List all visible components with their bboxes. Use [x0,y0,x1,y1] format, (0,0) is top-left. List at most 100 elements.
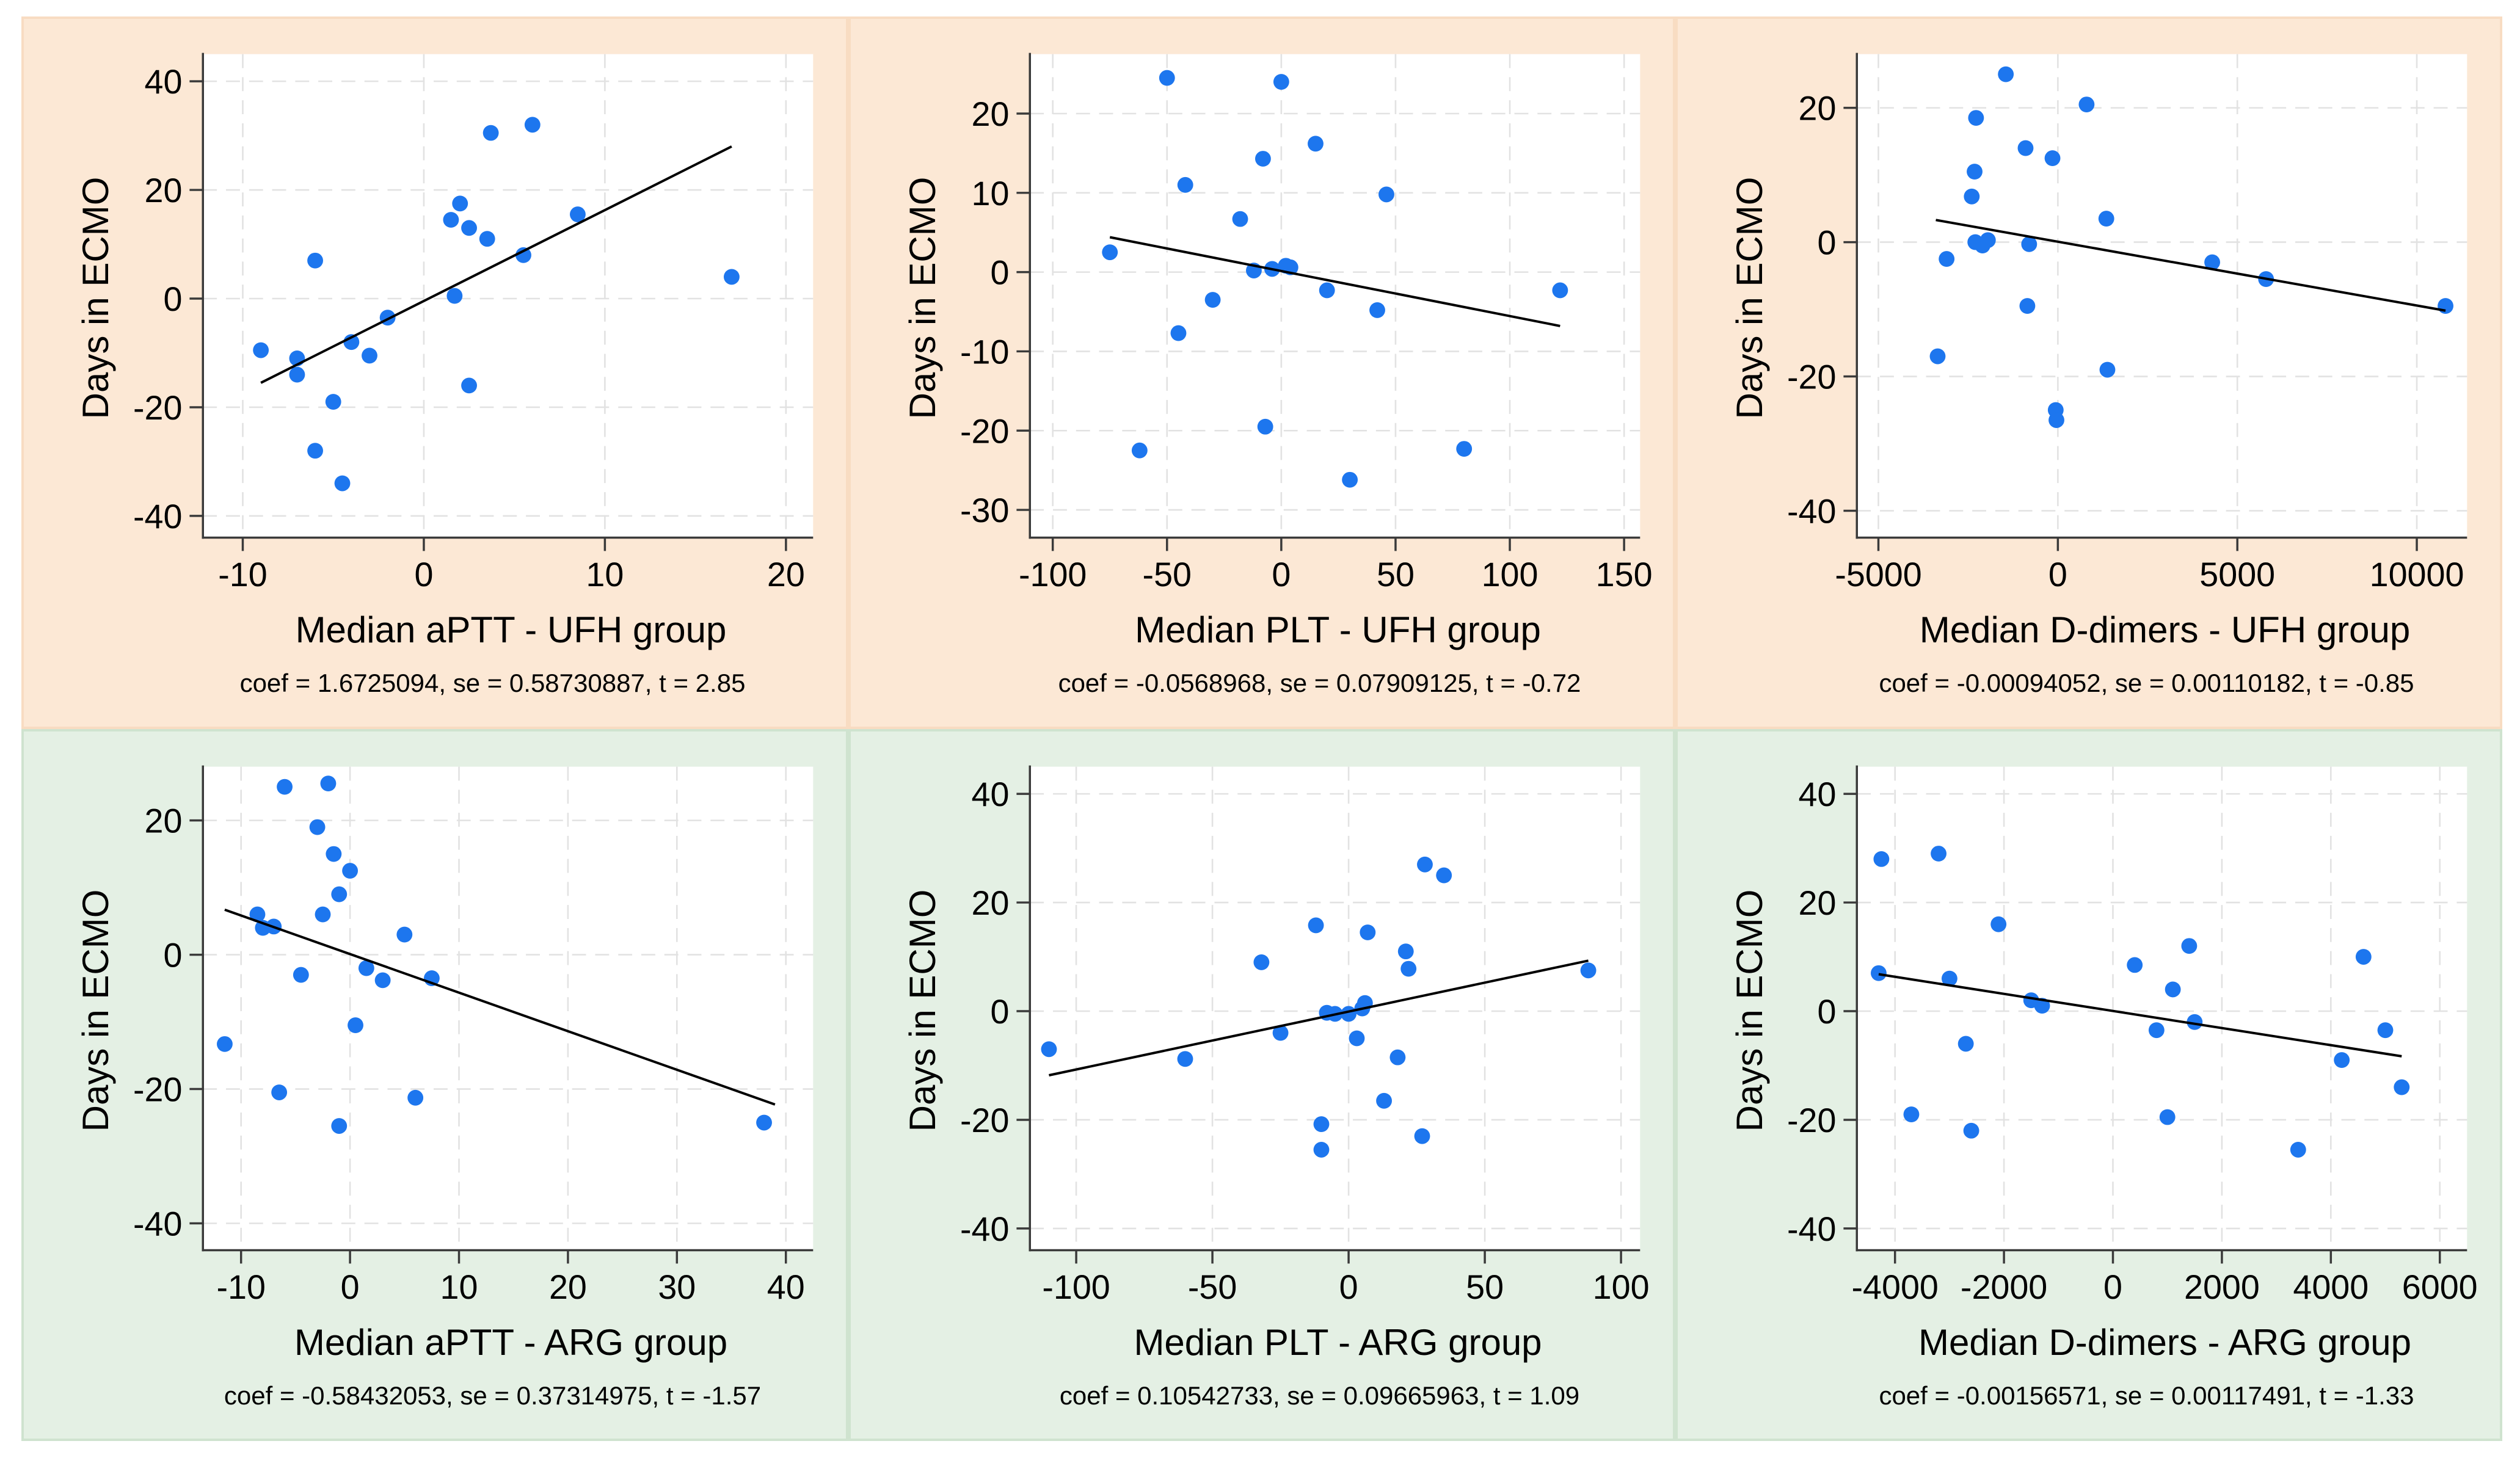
x-tick-label: 100 [1482,556,1539,594]
x-axis-title: Median PLT - UFH group [1135,609,1541,650]
x-tick-label: 6000 [2402,1268,2478,1305]
data-point [1378,186,1394,203]
y-tick-label: 0 [163,936,182,974]
data-point [1964,188,1980,205]
data-point [307,443,323,459]
data-point [461,220,477,236]
data-point [2099,361,2116,378]
data-point [396,926,413,942]
x-tick-label: 20 [767,556,805,594]
data-point [1159,70,1175,86]
data-point [1319,282,1335,299]
data-point [1376,1092,1392,1109]
x-tick-label: -100 [1042,1268,1110,1305]
data-point [1369,302,1385,318]
y-tick-label: 20 [972,95,1010,133]
data-point [334,475,351,492]
data-point [479,231,495,247]
data-point [2181,937,2198,954]
y-tick-label: 40 [145,63,183,101]
regression-caption: coef = -0.00094052, se = 0.00110182, t =… [1879,669,2414,697]
x-tick-label: -50 [1188,1268,1237,1305]
x-axis-title: Median D-dimers - ARG group [1918,1321,2411,1363]
data-point [342,862,359,879]
y-tick-label: 20 [145,802,183,840]
data-point [2355,948,2372,965]
data-point [271,1084,288,1100]
plot-area [203,54,814,538]
y-tick-label: 40 [1799,775,1837,813]
data-point [331,1117,348,1134]
data-point [2034,997,2050,1014]
data-point [1941,970,1957,987]
x-tick-label: 0 [414,556,433,594]
data-point [1871,965,1887,981]
x-axis-title: Median D-dimers - UFH group [1919,609,2411,650]
x-tick-label: 2000 [2184,1268,2260,1305]
y-axis-title: Days in ECMO [75,176,116,419]
panel-aptt-arg: -40 -20 0 20 -10 0 10 20 30 40 Days in ECMO Media… [21,728,848,1441]
fit-line [1936,219,2446,312]
x-tick-label: -2000 [1961,1268,2047,1305]
data-point [1580,962,1597,978]
x-tick-label: 10 [440,1268,478,1305]
data-point [2290,1141,2306,1158]
fit-line [1878,973,2402,1058]
data-point [1313,1116,1330,1132]
data-point [1308,136,1324,152]
data-point [1931,845,1946,862]
data-point [2187,1014,2203,1030]
data-point [277,779,293,795]
scatter-chart-ddimers-arg: -40 -20 0 20 40 -4000 -2000 0 2000 4000 6000 [1787,765,2478,1305]
data-point [1272,1025,1289,1041]
y-axis-title: Days in ECMO [902,889,943,1131]
data-point [2159,1109,2176,1125]
data-point [2334,1051,2350,1068]
panel-ddimers-arg: -40 -20 0 20 40 -4000 -2000 0 2000 4000 6000 Days … [1675,728,2502,1441]
plot-area [1857,766,2467,1251]
y-tick-label: 20 [145,172,183,209]
y-tick-label: -20 [960,1102,1009,1139]
data-point [325,394,341,410]
data-point [253,342,269,358]
data-point [315,906,331,923]
y-axis-title: Days in ECMO [902,176,943,419]
data-point [1456,441,1473,457]
x-tick-label: 5000 [2199,556,2275,594]
data-point [1349,1030,1365,1046]
regression-caption: coef = -0.00156571, se = 0.00117491, t =… [1879,1381,2414,1410]
x-tick-label: 0 [1272,556,1291,594]
data-point [217,1036,233,1052]
y-tick-label: 10 [972,175,1010,212]
regression-caption: coef = -0.0568968, se = 0.07909125, t = … [1058,669,1581,697]
data-point [320,775,337,791]
data-point [1177,176,1193,193]
data-point [2127,956,2143,973]
data-point [1360,924,1376,940]
data-point [293,967,309,982]
regression-caption: coef = 1.6725094, se = 0.58730887, t = 2… [239,669,746,697]
data-point [1939,251,1955,267]
data-point [2021,236,2037,252]
y-tick-label: -20 [133,389,182,427]
figure-grid: -40 -20 0 20 40 -10 0 10 20 Days in ECMO Median … [21,16,2502,1441]
plot-area [1857,54,2467,538]
y-tick-label: 0 [1817,224,1836,262]
panel-aptt-ufh: -40 -20 0 20 40 -10 0 10 20 Days in ECMO Median … [21,16,848,729]
fit-line [260,145,732,384]
data-point [1253,954,1270,970]
x-axis-title: Median aPTT - ARG group [294,1321,728,1363]
y-tick-label: 0 [990,993,1009,1031]
data-point [2438,298,2453,314]
data-point [307,252,323,269]
x-tick-label: 150 [1596,556,1653,594]
fit-line [1109,236,1560,327]
data-point [2017,140,2034,156]
data-point [1998,66,2014,82]
data-point [1177,1050,1193,1067]
data-point [358,960,374,976]
scatter-chart-aptt-ufh: -40 -20 0 20 40 -10 0 10 20 [133,53,814,594]
data-point [1041,1040,1057,1057]
data-point [2204,254,2220,270]
